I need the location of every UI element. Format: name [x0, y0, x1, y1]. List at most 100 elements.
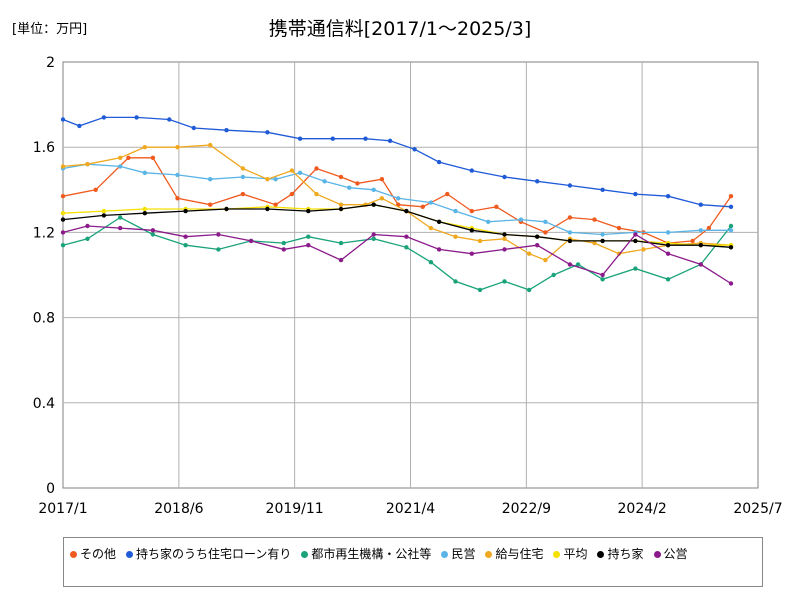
data-point [297, 170, 303, 175]
series-1 [60, 155, 734, 246]
data-point [469, 168, 474, 173]
data-point [85, 236, 90, 241]
data-point [281, 247, 286, 252]
series-group [60, 115, 734, 293]
data-point [355, 181, 360, 186]
data-point [60, 117, 66, 122]
data-point [665, 194, 671, 199]
data-point [633, 232, 638, 237]
legend-label: 持ち家 [607, 547, 644, 561]
data-point [396, 196, 401, 201]
data-point [633, 191, 638, 197]
data-point [665, 277, 671, 282]
data-point [322, 179, 327, 184]
data-point [224, 206, 229, 212]
data-point [412, 147, 417, 152]
legend-item: その他 [70, 543, 116, 565]
data-point [85, 223, 90, 229]
data-point [728, 281, 734, 286]
data-point [338, 174, 344, 180]
legend-label: 持ち家のうち住宅ローン有り [136, 547, 292, 561]
data-point [404, 234, 409, 239]
data-point [404, 208, 409, 214]
data-point [453, 279, 458, 284]
series-2 [60, 115, 734, 209]
data-point [665, 230, 671, 235]
legend-item: 持ち家のうち住宅ローン有り [126, 543, 291, 565]
data-point [698, 202, 703, 207]
data-point [216, 247, 221, 252]
data-point [265, 206, 270, 212]
data-point [175, 196, 180, 201]
series-3 [60, 215, 734, 293]
x-tick-label: 2022/9 [502, 501, 551, 517]
legend-item: 公営 [653, 543, 688, 565]
data-point [600, 187, 605, 192]
data-point [535, 243, 540, 248]
data-point [469, 208, 474, 214]
y-tick-label: 1.6 [33, 140, 55, 156]
series-line [62, 216, 732, 291]
data-point [118, 225, 123, 231]
data-point [363, 136, 368, 141]
data-point [428, 225, 434, 231]
data-point [379, 177, 385, 182]
legend: その他 持ち家のうち住宅ローン有り 都市再生機構・公社等 民営 給与住宅 平均 持ち家 公営 [63, 537, 763, 587]
data-point [420, 204, 425, 209]
data-point [567, 238, 573, 244]
y-tick-label: 2 [46, 55, 55, 71]
data-point [567, 183, 573, 188]
data-point [690, 238, 695, 244]
data-point [600, 277, 605, 282]
data-point [600, 238, 605, 244]
data-point [306, 243, 311, 248]
data-point [387, 138, 393, 143]
data-point [728, 228, 734, 233]
data-point [551, 272, 556, 278]
legend-label: 平均 [563, 547, 588, 561]
data-point [273, 177, 278, 182]
data-point [592, 217, 597, 222]
data-point [641, 247, 646, 252]
legend-marker-icon [597, 550, 605, 558]
series-4 [60, 162, 734, 237]
data-point [338, 206, 344, 212]
legend-marker-icon [485, 550, 493, 558]
data-point [208, 142, 213, 148]
data-point [338, 257, 344, 263]
data-point [142, 206, 147, 212]
legend-item: 平均 [553, 543, 587, 565]
data-point [77, 123, 82, 129]
legend-label: 給与住宅 [495, 547, 544, 561]
data-point [224, 128, 229, 133]
data-point [183, 208, 188, 214]
data-point [600, 272, 605, 278]
data-point [567, 215, 573, 220]
data-point [428, 260, 434, 265]
data-point [502, 232, 507, 237]
data-point [167, 117, 172, 122]
data-point [600, 232, 605, 237]
data-point [142, 211, 147, 216]
data-point [142, 145, 147, 150]
data-point [453, 208, 458, 214]
legend-item: 都市再生機構・公社等 [301, 543, 431, 565]
data-point [101, 208, 107, 214]
data-point [371, 232, 376, 237]
y-tick-label: 1.2 [33, 225, 55, 241]
data-point [60, 194, 66, 199]
x-tick-label: 2017/1 [38, 501, 87, 517]
data-point [306, 234, 311, 239]
data-point [101, 115, 107, 120]
data-point [306, 208, 311, 214]
data-point [502, 174, 507, 180]
data-point [208, 177, 213, 182]
legend-marker-icon [441, 550, 449, 558]
data-point [665, 243, 671, 248]
data-point [477, 287, 483, 293]
data-point [297, 136, 303, 141]
data-point [240, 174, 246, 180]
data-point [477, 238, 483, 244]
data-point [85, 162, 90, 167]
